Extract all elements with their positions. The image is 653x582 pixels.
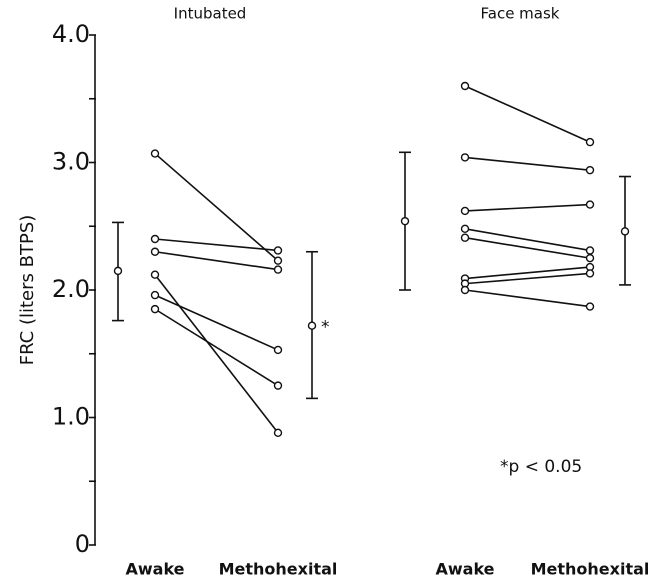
point [460, 153, 470, 162]
pair-line [464, 289, 591, 308]
point [460, 285, 470, 295]
point [585, 137, 595, 147]
pair-line [464, 236, 591, 259]
point [585, 302, 595, 311]
point [585, 253, 595, 263]
y-tick-label: 4.0 [52, 20, 90, 48]
annotation: *p < 0.05 [500, 457, 582, 477]
pair-line [464, 272, 591, 285]
group-label: Face mask [481, 5, 560, 23]
point [585, 165, 595, 175]
y-tick-label: 0 [75, 530, 90, 558]
point [460, 224, 470, 234]
mean-point [113, 266, 123, 276]
point [150, 149, 160, 158]
pair-line [154, 250, 279, 271]
x-tick-label: Methohexital [219, 560, 338, 579]
point [460, 206, 470, 216]
y-tick-label: 2.0 [52, 275, 90, 303]
x-tick-label: Awake [435, 560, 494, 579]
point [460, 81, 470, 91]
point [150, 270, 160, 279]
point [150, 290, 160, 300]
point [150, 234, 160, 244]
point [150, 247, 160, 256]
point [585, 269, 595, 278]
point [585, 200, 595, 209]
x-tick-label: Awake [125, 560, 184, 579]
significance-mark: * [321, 318, 330, 338]
point [273, 265, 283, 274]
point [460, 233, 470, 242]
pair-line [464, 85, 591, 143]
point [273, 345, 283, 355]
pair-line [464, 203, 591, 212]
mean-point [620, 227, 630, 236]
point [273, 381, 283, 390]
mean-point [307, 321, 317, 330]
point [273, 428, 283, 437]
pair-line [464, 228, 591, 252]
pair-line [154, 294, 279, 351]
pair-line [154, 274, 279, 434]
point [150, 304, 160, 314]
point [273, 246, 283, 255]
pair-line [464, 156, 591, 171]
y-axis-label: FRC (liters BTPS) [17, 215, 38, 366]
group-label: Intubated [174, 5, 247, 23]
pair-line [154, 308, 279, 387]
pair-line [154, 152, 279, 262]
pair-line [464, 266, 591, 280]
y-tick-label: 3.0 [52, 148, 90, 176]
pair-line [154, 238, 279, 252]
y-tick-label: 1.0 [52, 403, 90, 431]
point [273, 256, 283, 265]
x-tick-label: Methohexital [531, 560, 650, 579]
point [585, 246, 595, 255]
mean-point [400, 216, 410, 226]
